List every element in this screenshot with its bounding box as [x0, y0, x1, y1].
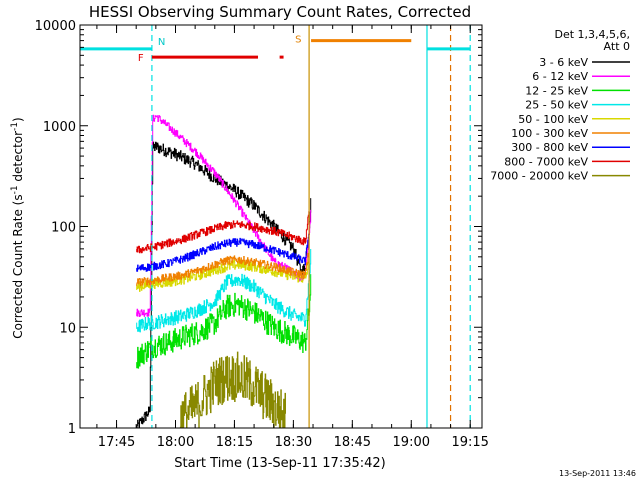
legend-label-5: 100 - 300 keV	[511, 127, 588, 140]
series-layer	[136, 114, 312, 429]
y-tick-label: 1	[68, 422, 76, 437]
series-line-6	[136, 233, 310, 272]
y-axis-label-main: Corrected Count Rate (s	[11, 194, 25, 338]
legend-label-7: 800 - 7000 keV	[504, 155, 588, 168]
y-tick-label: 100	[51, 221, 76, 236]
x-tick-label: 19:00	[393, 435, 430, 450]
x-tick-label: 19:15	[451, 435, 488, 450]
series-line-5	[136, 249, 310, 287]
x-tick-label: 18:15	[216, 435, 253, 450]
legend-label-3: 25 - 50 keV	[525, 99, 588, 112]
legend-label-4: 50 - 100 keV	[518, 113, 588, 126]
legend-header-line2: Att 0	[604, 40, 630, 53]
y-tick-label: 10	[59, 321, 76, 336]
y-axis-label-sup2: -1	[10, 122, 20, 131]
series-line-8	[179, 351, 286, 429]
series-line-7	[136, 211, 310, 254]
legend-label-8: 7000 - 20000 keV	[490, 170, 588, 183]
x-tick-label: 18:45	[334, 435, 371, 450]
axis-layer: 1 10 100 1000 10000 17:45 18:00 18:15 18:30 18:45…	[35, 19, 489, 450]
series-line-2	[136, 274, 312, 369]
y-tick-label: 1000	[43, 120, 76, 135]
annotation-S: S	[295, 35, 301, 46]
y-axis-label-sup1: -1	[10, 185, 20, 194]
footer-timestamp: 13-Sep-2011 13:46	[559, 469, 636, 478]
x-tick-label: 18:30	[275, 435, 312, 450]
series-line-3	[136, 249, 312, 333]
annotation-F: F	[138, 53, 144, 64]
plot-frame	[79, 24, 483, 429]
legend-label-0: 3 - 6 keV	[539, 56, 588, 69]
overlay-layer: N F S	[80, 25, 471, 428]
y-axis-label-tail: )	[11, 117, 25, 122]
series-line-1	[136, 114, 312, 317]
x-axis-label: Start Time (13-Sep-11 17:35:42)	[174, 456, 385, 471]
legend-header-line1: Det 1,3,4,5,6,	[554, 28, 630, 41]
y-axis-label: Corrected Count Rate (s-1 detector-1)	[10, 117, 25, 338]
legend-label-6: 300 - 800 keV	[511, 141, 588, 154]
annotation-N: N	[158, 37, 165, 48]
x-tick-label: 18:00	[157, 435, 194, 450]
legend-label-2: 12 - 25 keV	[525, 84, 588, 97]
y-tick-label: 10000	[35, 19, 76, 34]
y-axis-label-group: Corrected Count Rate (s-1 detector-1)	[10, 117, 25, 338]
y-axis-label-mid: detector	[11, 131, 25, 186]
chart-title: HESSI Observing Summary Count Rates, Cor…	[89, 3, 471, 21]
legend-label-1: 6 - 12 keV	[532, 70, 588, 83]
x-tick-label: 17:45	[98, 435, 135, 450]
